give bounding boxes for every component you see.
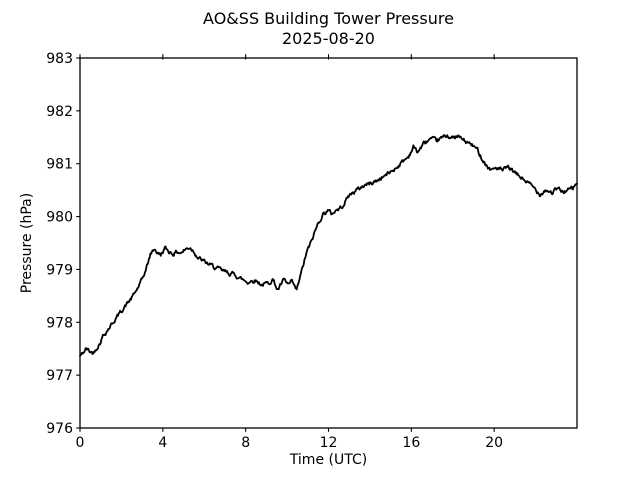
x-tick-label: 20 [485,435,503,451]
y-tick-label: 980 [46,210,73,226]
y-tick-label: 977 [46,368,73,384]
y-tick-label: 981 [46,157,73,173]
y-tick-label: 978 [46,315,73,331]
chart-date-subtitle: 2025-08-20 [282,29,375,48]
plot-frame [79,57,578,429]
x-axis-label: Time (UTC) [289,452,368,468]
x-tick-label: 12 [320,435,338,451]
pressure-trace [79,134,578,357]
x-tick-label: 0 [76,435,85,451]
y-tick-label: 983 [46,51,73,67]
y-tick-label: 976 [46,421,73,437]
x-tick-label: 16 [402,435,420,451]
y-tick-label: 979 [46,262,73,278]
y-tick-label: 982 [46,104,73,120]
x-tick-label: 8 [241,435,250,451]
chart-title: AO&SS Building Tower Pressure [203,9,454,28]
x-tick-label: 4 [158,435,167,451]
